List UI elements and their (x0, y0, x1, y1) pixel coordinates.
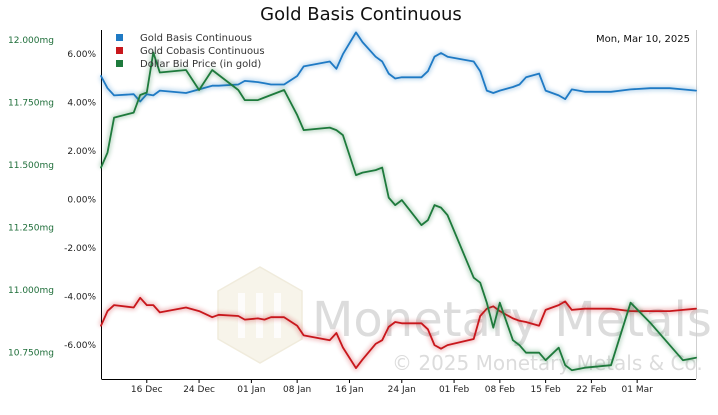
y-right-tick-label: 6.00% (67, 50, 96, 60)
x-tick-label: 01 Mar (622, 385, 654, 395)
y-axis-left-ticks: 12.000mg 11.750mg 11.500mg 11.250mg 11.000mg… (8, 36, 54, 359)
legend: Gold Basis Continuous Gold Cobasis Conti… (116, 33, 265, 70)
y-left-tick-label: 11.000mg (8, 286, 54, 296)
x-tick-label: 16 Dec (131, 385, 163, 395)
x-tick-label: 08 Feb (485, 385, 516, 395)
x-tick-label: 15 Feb (530, 385, 561, 395)
legend-swatch-dollar-bid (116, 60, 123, 67)
x-tick-label: 01 Feb (439, 385, 470, 395)
legend-label-dollar-bid: Dollar Bid Price (in gold) (140, 59, 261, 70)
legend-label-gold-cobasis: Gold Cobasis Continuous (140, 46, 265, 57)
legend-swatch-gold-cobasis (116, 47, 123, 54)
series-line-dollar-bid-price (100, 51, 697, 372)
y-right-tick-label: 0.00% (67, 196, 96, 206)
y-left-tick-label: 10.750mg (8, 349, 54, 359)
y-left-tick-label: 11.500mg (8, 161, 54, 171)
series-line-gold-cobasis (100, 296, 697, 370)
x-tick-label: 01 Jan (237, 385, 265, 395)
x-axis-ticks: 16 Dec 24 Dec 01 Jan 08 Jan 16 Jan 24 Jan 01 F… (131, 379, 653, 395)
x-tick-label: 08 Jan (283, 385, 311, 395)
x-tick-label: 16 Jan (335, 385, 363, 395)
y-right-tick-label: -6.00% (64, 341, 96, 351)
legend-swatch-gold-basis (116, 34, 123, 41)
y-right-tick-label: -2.00% (64, 244, 96, 254)
x-tick-label: 22 Feb (576, 385, 607, 395)
y-left-tick-label: 11.750mg (8, 99, 54, 109)
y-left-tick-label: 12.000mg (8, 36, 54, 46)
y-right-tick-label: -4.00% (64, 293, 96, 303)
x-tick-label: 24 Dec (183, 385, 215, 395)
series-lines (98, 29, 697, 373)
chart-title: Gold Basis Continuous (260, 4, 462, 25)
y-right-tick-label: 2.00% (67, 147, 96, 157)
watermark-copyright: © 2025 Monetary Metals & Co. (392, 351, 703, 375)
y-left-tick-label: 11.250mg (8, 224, 54, 234)
y-axis-right-ticks: 6.00% 4.00% 2.00% 0.00% -2.00% -4.00% -6.00% (64, 50, 96, 351)
y-right-tick-label: 4.00% (67, 99, 96, 109)
x-tick-label: 24 Jan (388, 385, 416, 395)
chart-date: Mon, Mar 10, 2025 (596, 34, 690, 45)
legend-label-gold-basis: Gold Basis Continuous (140, 33, 252, 44)
